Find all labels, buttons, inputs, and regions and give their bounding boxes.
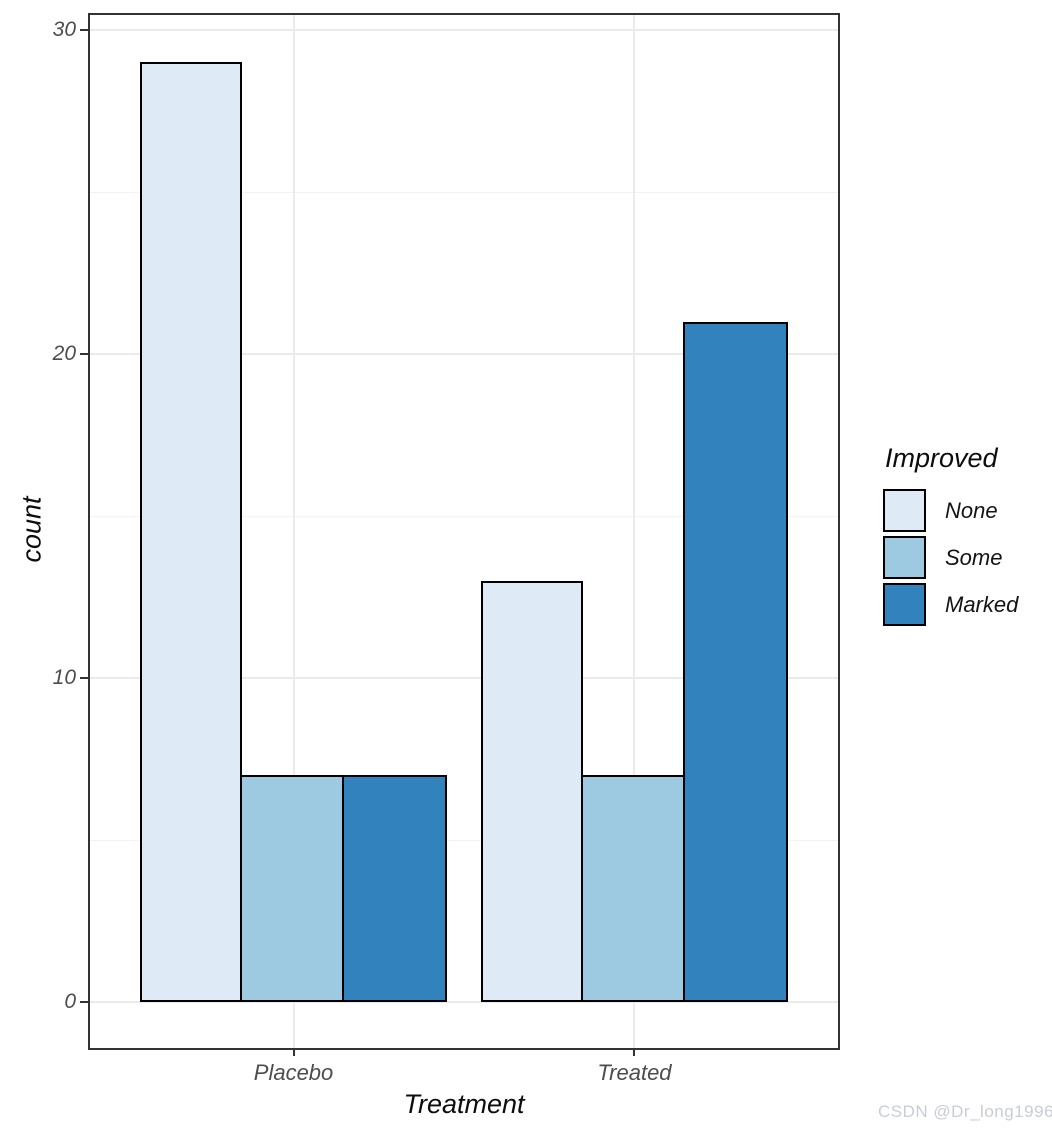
gridline-major-y-0 [90, 1001, 838, 1003]
legend-item-none: None [883, 489, 1018, 532]
bar-treated-marked [683, 321, 788, 1002]
gridline-major-y-10 [90, 677, 838, 679]
bar-treated-none [481, 580, 584, 1002]
y-tick-label-30: 30 [52, 18, 76, 41]
gridline-minor-y-5 [90, 840, 838, 841]
x-tick-placebo [292, 1048, 295, 1056]
legend-label-some: Some [945, 544, 1003, 570]
gridline-minor-y-25 [90, 192, 838, 193]
legend-item-some: Some [883, 536, 1018, 579]
bar-treated-some [580, 775, 686, 1002]
bar-placebo-none [140, 62, 243, 1002]
x-tick-treated [633, 1048, 636, 1056]
legend: Improved None Some Marked [883, 443, 1018, 630]
legend-key-marked-swatch [883, 583, 926, 626]
legend-key-none-swatch [883, 489, 926, 532]
gridline-major-y-30 [90, 29, 838, 31]
legend-title: Improved [885, 443, 998, 473]
legend-items: None Some Marked [883, 489, 1018, 626]
bar-placebo-marked [342, 775, 447, 1002]
y-tick-30 [80, 29, 89, 31]
legend-item-marked: Marked [883, 583, 1018, 626]
watermark: CSDN @Dr_long1996 [878, 1102, 1052, 1121]
x-tick-label-placebo: Placebo [253, 1060, 334, 1085]
y-tick-0 [80, 1001, 89, 1003]
legend-label-marked: Marked [945, 591, 1019, 617]
y-axis-title: count [16, 496, 47, 563]
y-tick-label-10: 10 [52, 666, 76, 689]
legend-label-none: None [945, 497, 998, 523]
bar-placebo-some [239, 775, 345, 1002]
gridline-major-x-placebo [292, 15, 295, 1048]
x-axis-title: Treatment [403, 1089, 525, 1119]
gridline-major-x-treated [633, 15, 636, 1048]
gridline-minor-y-15 [90, 516, 838, 517]
gridline-major-y-20 [90, 353, 838, 355]
y-tick-20 [80, 353, 89, 355]
legend-key-some-swatch [883, 536, 926, 579]
y-tick-label-0: 0 [64, 990, 76, 1013]
x-tick-label-treated: Treated [597, 1060, 672, 1085]
y-tick-label-20: 20 [52, 342, 76, 365]
y-tick-10 [80, 677, 89, 679]
